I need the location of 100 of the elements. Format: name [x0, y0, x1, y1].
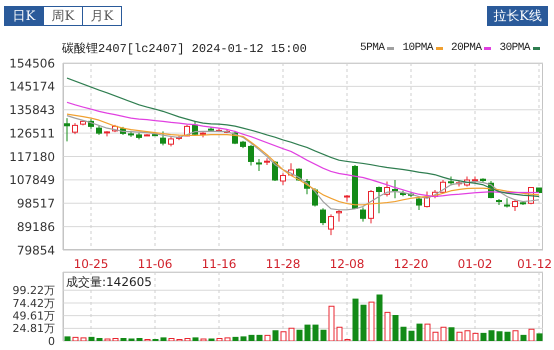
legend-label: 30PMA	[499, 42, 532, 54]
bar	[480, 332, 486, 341]
bar	[288, 328, 294, 341]
chart-title: 成交量:142605	[66, 274, 152, 291]
bar	[120, 338, 126, 341]
candlestick	[64, 118, 70, 142]
bar	[352, 298, 358, 341]
bar	[304, 324, 310, 341]
bar	[264, 334, 270, 341]
candlestick	[392, 179, 398, 199]
y-tick-label: 135843	[9, 103, 55, 118]
bar	[208, 338, 214, 341]
line-series	[66, 77, 540, 198]
bar	[256, 334, 262, 341]
bar	[184, 338, 190, 341]
candlestick	[336, 210, 342, 222]
x-tick-label: 01-02	[458, 257, 492, 271]
bar	[320, 330, 326, 341]
bar	[328, 306, 334, 341]
bar	[432, 332, 438, 341]
bar	[168, 338, 174, 341]
candlestick	[256, 158, 262, 172]
bar	[64, 336, 70, 341]
legend-label: 10PMA	[402, 42, 434, 54]
candlestick	[320, 208, 326, 226]
candlestick	[504, 198, 510, 208]
bar	[232, 336, 238, 341]
bar	[440, 326, 446, 341]
candlestick	[168, 136, 174, 147]
bar	[96, 338, 102, 341]
y-tick-label: 24.81万	[12, 322, 55, 336]
y-tick-label: 117180	[9, 150, 55, 164]
bar	[528, 328, 534, 341]
bar	[104, 338, 110, 341]
x-tick-label: 11-28	[266, 257, 300, 271]
x-tick-label: 12-20	[394, 257, 428, 271]
bar	[296, 330, 302, 341]
legend-label: 5PMA	[360, 42, 386, 54]
bar	[520, 334, 526, 341]
bar	[488, 330, 494, 341]
bar	[464, 330, 470, 341]
bar	[456, 332, 462, 341]
candlestick	[512, 198, 518, 212]
bar	[368, 302, 374, 341]
legend-label: 20PMA	[450, 42, 483, 54]
bar	[400, 326, 406, 341]
bar	[424, 324, 430, 341]
bar	[192, 337, 198, 341]
bar	[80, 337, 86, 341]
bar	[360, 304, 366, 341]
bar	[496, 331, 502, 341]
y-tick-label: 99.22万	[12, 284, 55, 298]
x-tick-label: 10-25	[74, 257, 108, 271]
bar	[216, 338, 222, 341]
candlestick	[72, 122, 78, 135]
bar	[536, 333, 542, 341]
bar	[248, 334, 254, 341]
candlestick	[160, 130, 166, 146]
line-series	[66, 102, 540, 198]
y-tick-label: 154506	[9, 56, 55, 70]
text: 周K	[43, 6, 83, 26]
bar	[128, 338, 134, 341]
x-tick-label: 01-12	[517, 257, 552, 271]
bar	[512, 330, 518, 341]
bar	[416, 324, 422, 341]
bar	[280, 331, 286, 341]
candlestick	[248, 144, 254, 166]
chart-title: 碳酸锂2407[lc2407] 2024-01-12 15:00	[62, 41, 307, 57]
bar	[136, 338, 142, 341]
text: 月K	[82, 6, 122, 26]
bar	[112, 338, 118, 341]
candlestick	[360, 207, 366, 222]
candlestick	[416, 197, 422, 211]
bar	[160, 337, 166, 341]
x-tick-label: 11-16	[202, 257, 236, 271]
bar	[336, 326, 342, 341]
bar	[408, 330, 414, 341]
bar	[224, 337, 230, 341]
candlestick	[96, 125, 102, 136]
bar	[72, 336, 78, 341]
text: 拉长K线	[487, 6, 548, 26]
x-tick-label: 12-08	[330, 257, 364, 271]
candlestick	[376, 186, 382, 214]
bar	[384, 312, 390, 341]
bar	[312, 324, 318, 341]
candlestick	[280, 172, 286, 186]
x-tick-label: 11-06	[138, 257, 172, 271]
y-tick-label: 107849	[9, 173, 55, 188]
bar	[272, 330, 278, 341]
bar	[200, 338, 206, 341]
bar	[504, 332, 510, 341]
y-tick-label: 126511	[9, 126, 55, 140]
y-tick-label: 74.42万	[12, 296, 55, 310]
y-tick-label: 98517	[16, 196, 55, 211]
bar	[240, 336, 246, 341]
bar	[392, 314, 398, 341]
y-tick-label: 145174	[9, 80, 55, 94]
y-tick-label: 0	[48, 334, 55, 348]
bar	[376, 294, 382, 341]
text: 日K	[4, 6, 44, 26]
